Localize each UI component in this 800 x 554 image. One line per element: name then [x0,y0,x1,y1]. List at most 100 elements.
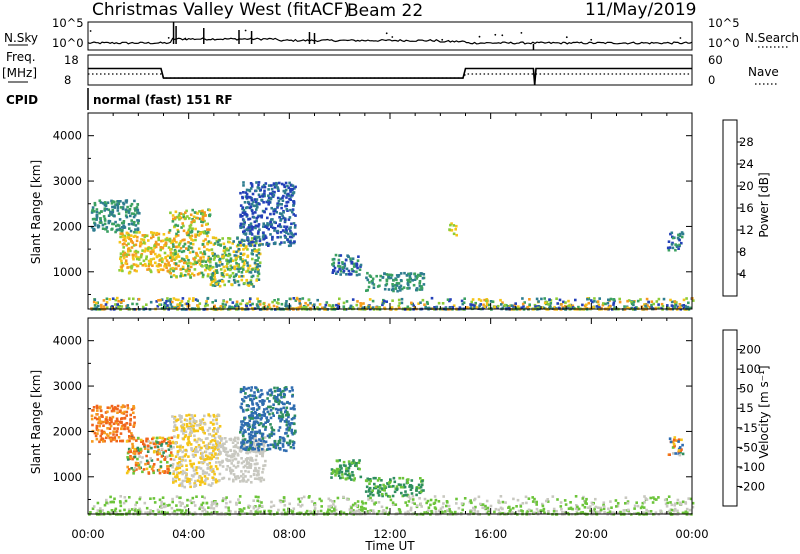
range-cell [266,434,270,438]
range-cell [362,507,366,510]
range-cell [163,251,167,255]
range-cell [271,195,275,198]
range-cell [247,432,251,436]
range-cell [501,500,505,504]
range-cell [562,300,565,304]
range-cell [237,265,241,269]
range-cell [519,505,523,508]
range-cell [129,456,133,460]
range-cell [494,507,498,511]
range-cell [379,274,382,278]
range-cell [254,211,257,214]
range-cell [120,230,124,233]
range-cell [376,479,380,482]
range-cell [332,500,336,503]
range-cell [167,299,171,303]
range-cell [369,509,372,512]
range-cell [240,274,244,278]
range-cell [203,496,206,500]
range-cell [570,305,573,309]
y-tick-label: 1000 [53,265,82,279]
range-cell [174,223,177,227]
range-cell [282,189,286,193]
range-cell [130,222,134,225]
range-cell [331,258,335,261]
range-cell [681,232,685,236]
range-cell [482,303,485,307]
range-cell [251,436,254,440]
range-cell [418,486,421,490]
range-cell [124,259,128,262]
range-cell [260,501,263,504]
range-cell [646,304,649,307]
range-cell [256,446,260,450]
range-cell [374,476,377,480]
range-cell [217,444,221,447]
range-cell [276,206,279,209]
range-cell [520,306,523,309]
range-cell [207,267,210,270]
range-cell [240,508,243,512]
range-cell [136,227,140,230]
range-cell [320,499,323,503]
range-cell [270,391,274,394]
range-cell [602,507,606,511]
range-cell [591,502,594,506]
range-cell [132,215,136,219]
range-cell [184,479,187,483]
range-cell [241,398,244,401]
range-cell [129,455,132,458]
range-cell [185,423,189,426]
range-cell [179,240,183,243]
range-cell [208,452,212,455]
range-cell [176,445,179,449]
nave-tick-top: 60 [708,53,723,67]
range-cell [339,254,343,257]
range-cell [387,511,391,515]
range-cell [197,423,200,427]
range-cell [368,281,371,284]
range-cell [101,201,105,205]
range-cell [222,249,226,253]
range-cell [98,417,101,421]
range-cell [120,221,124,225]
range-cell [298,302,302,305]
range-cell [250,282,253,286]
range-cell [157,299,160,302]
range-cell [473,498,476,502]
range-cell [238,495,242,498]
range-cell [234,477,238,481]
range-cell [418,497,421,500]
range-cell [266,397,269,400]
range-cell [119,232,122,235]
range-cell [169,300,172,304]
range-cell [463,297,466,300]
range-cell [121,229,124,232]
range-cell [211,301,214,304]
range-cell [316,510,320,513]
range-cell [288,423,292,427]
range-cell [528,298,531,301]
range-cell [209,276,212,279]
range-cell [249,458,252,462]
range-cell [669,440,673,444]
range-cell [478,304,481,308]
range-cell [137,211,140,215]
range-cell [269,409,273,412]
range-cell [131,302,134,306]
range-cell [371,277,375,281]
range-cell [178,471,181,475]
range-cell [119,235,122,239]
range-cell [192,297,195,300]
range-cell [255,208,258,211]
range-cell [214,299,217,302]
range-cell [98,416,101,419]
range-cell [284,204,287,208]
range-cell [203,304,207,308]
range-cell [676,236,680,240]
range-cell [390,306,394,309]
power-x-ticks [87,113,693,309]
range-cell [591,510,595,513]
range-cell [200,457,203,460]
range-cell [169,442,172,445]
